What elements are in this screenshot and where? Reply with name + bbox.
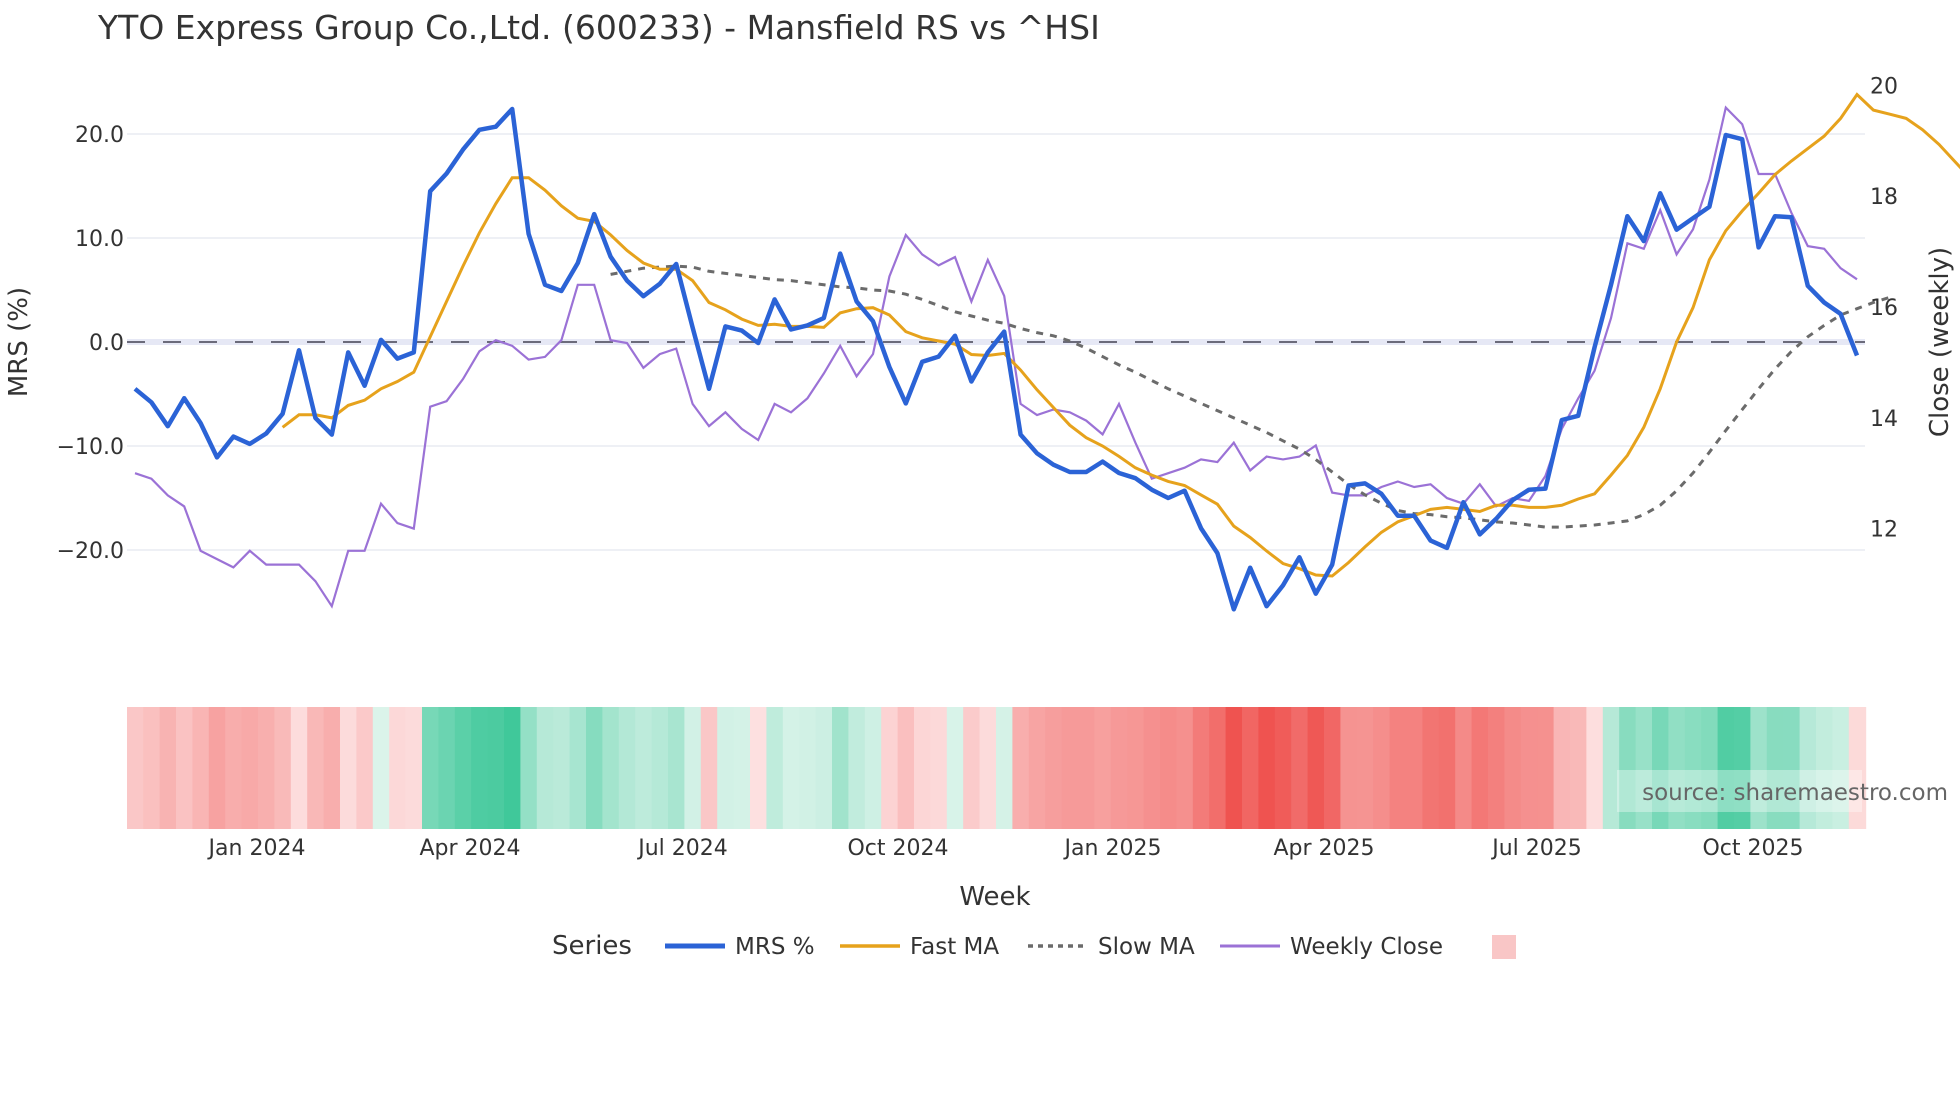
y-axis-title: MRS (%) xyxy=(4,287,34,397)
svg-text:16: 16 xyxy=(1870,296,1898,321)
svg-text:20.0: 20.0 xyxy=(75,123,124,148)
svg-text:Jan 2025: Jan 2025 xyxy=(1063,836,1162,861)
legend-weekly-close[interactable]: Weekly Close xyxy=(1220,934,1443,960)
svg-text:Oct 2025: Oct 2025 xyxy=(1702,836,1803,861)
slow-ma-line xyxy=(610,264,1891,529)
x-axis-title: Week xyxy=(959,882,1030,912)
x-axis-ticks: Jan 2024 Apr 2024 Jul 2024 Oct 2024 Jan 2025… xyxy=(207,836,1804,861)
svg-text:10.0: 10.0 xyxy=(75,227,124,252)
svg-text:MRS %: MRS % xyxy=(735,934,815,960)
y-axis-left-ticks: 20.0 10.0 0.0 −10.0 −20.0 xyxy=(57,123,124,564)
svg-text:12: 12 xyxy=(1870,518,1898,543)
legend-title: Series xyxy=(552,931,632,961)
series-lines xyxy=(133,92,1960,612)
svg-text:0.0: 0.0 xyxy=(89,331,124,356)
legend: Series MRS % Fast MA Slow MA Weekly Close xyxy=(552,931,1516,961)
svg-text:Jul 2025: Jul 2025 xyxy=(1490,836,1582,861)
svg-text:Jul 2024: Jul 2024 xyxy=(636,836,728,861)
source-watermark: source: sharemaestro.com xyxy=(1642,780,1948,806)
legend-slow-ma[interactable]: Slow MA xyxy=(1028,934,1195,960)
weekly-close-line xyxy=(134,105,1858,609)
y2-axis-title: Close (weekly) xyxy=(1925,247,1955,437)
mrs-line xyxy=(133,106,1860,612)
fast-ma-line xyxy=(281,92,1960,578)
legend-fast-ma[interactable]: Fast MA xyxy=(840,934,999,960)
svg-text:−20.0: −20.0 xyxy=(57,539,124,564)
svg-text:−10.0: −10.0 xyxy=(57,435,124,460)
svg-text:20: 20 xyxy=(1870,74,1898,99)
svg-text:Fast MA: Fast MA xyxy=(910,934,999,960)
legend-heatmap-swatch[interactable] xyxy=(1492,935,1516,959)
svg-text:Weekly Close: Weekly Close xyxy=(1290,934,1443,960)
svg-text:14: 14 xyxy=(1870,407,1898,432)
heatmap-strip xyxy=(127,707,1867,829)
chart-title: YTO Express Group Co.,Ltd. (600233) - Ma… xyxy=(98,8,1100,47)
svg-text:18: 18 xyxy=(1870,185,1898,210)
svg-text:Jan 2024: Jan 2024 xyxy=(207,836,306,861)
svg-text:Apr 2024: Apr 2024 xyxy=(419,836,520,861)
svg-text:Apr 2025: Apr 2025 xyxy=(1273,836,1374,861)
y-axis-right-ticks: 20 18 16 14 12 xyxy=(1870,74,1898,542)
svg-text:Oct 2024: Oct 2024 xyxy=(847,836,948,861)
svg-text:Slow MA: Slow MA xyxy=(1098,934,1195,960)
legend-mrs[interactable]: MRS % xyxy=(665,934,815,960)
